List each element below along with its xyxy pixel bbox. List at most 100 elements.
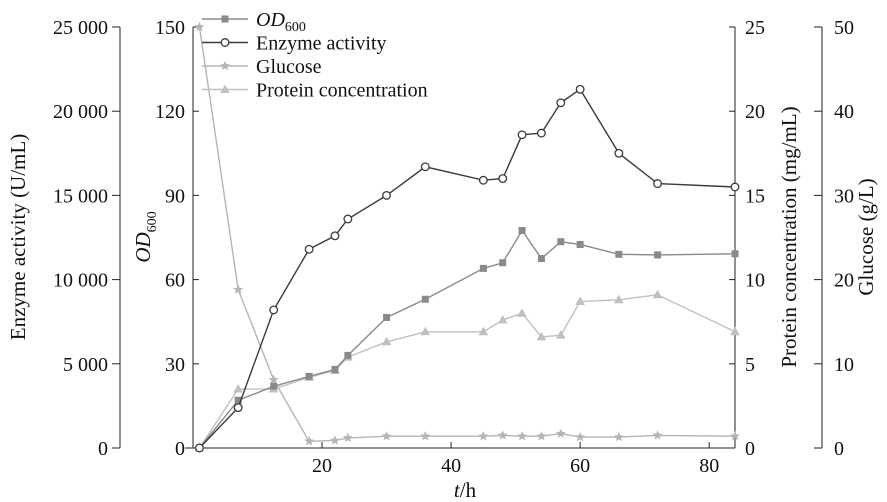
data-point-od600 <box>421 295 429 303</box>
data-point-od600 <box>557 238 565 246</box>
legend-entry-protein: Protein concentration <box>202 80 428 102</box>
glucose-tick-label: 40 <box>834 101 854 123</box>
data-point-enzyme <box>575 84 585 94</box>
glucose-tick-label: 30 <box>834 185 854 207</box>
data-point-glucose <box>536 431 547 441</box>
data-point-protein <box>536 331 547 341</box>
x-tick-label: 40 <box>441 455 461 477</box>
data-point-enzyme <box>233 403 243 413</box>
data-point-glucose <box>478 431 489 441</box>
series-protein <box>194 289 740 452</box>
legend-marker-glucose <box>220 60 230 71</box>
data-point-enzyme <box>478 175 488 185</box>
legend-entry-enzyme: Enzyme activity <box>202 33 387 55</box>
data-point-od600 <box>331 365 339 373</box>
data-point-glucose <box>555 428 566 438</box>
data-point-od600 <box>479 264 487 272</box>
legend-entry-od600: OD600 <box>202 9 306 35</box>
series-layer <box>194 21 740 453</box>
od-tick-label: 90 <box>165 185 185 207</box>
glucose-tick-label: 20 <box>834 270 854 292</box>
data-point-protein <box>478 326 489 336</box>
data-point-enzyme <box>420 162 430 172</box>
data-point-od600 <box>518 226 526 234</box>
od-tick-label: 120 <box>155 101 185 123</box>
protein-tick-label: 20 <box>745 101 765 123</box>
od-axis-title: OD600 <box>131 211 160 262</box>
data-point-od600 <box>615 250 623 258</box>
od-tick-label: 0 <box>175 438 185 460</box>
data-point-glucose <box>420 431 431 441</box>
x-tick-label: 60 <box>570 455 590 477</box>
series-line-od600 <box>198 229 736 449</box>
data-point-enzyme <box>614 148 624 158</box>
legend-marker-od600 <box>221 15 229 23</box>
data-point-protein <box>233 384 243 393</box>
protein-tick-label: 25 <box>745 17 765 39</box>
data-point-protein <box>652 289 663 299</box>
legend-label-glucose: Glucose <box>256 56 322 78</box>
data-point-glucose <box>381 431 392 441</box>
legend-marker-enzyme <box>220 38 230 47</box>
data-point-od600 <box>731 250 739 258</box>
data-point-protein <box>420 326 431 336</box>
data-point-enzyme <box>304 244 314 254</box>
data-point-enzyme <box>195 443 204 453</box>
series-od600 <box>195 226 739 452</box>
data-point-glucose <box>652 430 663 440</box>
protein-tick-label: 5 <box>745 354 755 376</box>
data-point-protein <box>497 315 508 324</box>
data-point-od600 <box>654 251 662 259</box>
protein-tick-label: 0 <box>745 438 755 460</box>
od-tick-label: 30 <box>165 354 185 376</box>
enzyme-tick-label: 20 000 <box>53 101 108 123</box>
x-tick-label: 20 <box>312 455 332 477</box>
glucose-axis-title: Glucose (g/L) <box>854 178 878 295</box>
data-point-protein <box>575 296 585 305</box>
glucose-tick-label: 10 <box>834 354 854 376</box>
data-point-od600 <box>344 351 352 359</box>
x-tick-label: 80 <box>699 455 719 477</box>
data-point-enzyme <box>330 231 340 241</box>
data-point-enzyme <box>653 179 663 189</box>
data-point-od600 <box>576 241 584 249</box>
glucose-tick-label: 0 <box>834 438 844 460</box>
data-point-enzyme <box>269 305 279 315</box>
x-axis-title: t/h <box>454 478 477 502</box>
data-point-glucose <box>517 431 528 441</box>
data-point-od600 <box>305 372 313 380</box>
protein-axis-title: Protein concentration (mg/mL) <box>777 106 801 367</box>
series-line-enzyme <box>198 88 736 449</box>
enzyme-tick-label: 0 <box>98 438 108 460</box>
legend-entry-glucose: Glucose <box>202 56 322 78</box>
data-point-protein <box>730 326 740 336</box>
data-point-glucose <box>575 431 586 442</box>
enzyme-tick-label: 10 000 <box>53 270 108 292</box>
data-point-enzyme <box>730 182 740 192</box>
data-point-protein <box>517 308 527 317</box>
data-point-glucose <box>330 435 340 445</box>
data-point-enzyme <box>556 98 566 108</box>
data-point-enzyme <box>536 128 546 138</box>
data-point-od600 <box>270 382 278 390</box>
series-enzyme <box>195 84 740 453</box>
legend-marker-protein <box>220 84 230 93</box>
data-point-glucose <box>342 432 353 443</box>
data-point-protein <box>555 330 566 339</box>
data-point-protein <box>614 294 624 304</box>
data-point-protein <box>381 336 392 346</box>
protein-tick-label: 15 <box>745 185 765 207</box>
enzyme-tick-label: 15 000 <box>53 185 108 207</box>
data-point-enzyme <box>498 174 508 184</box>
data-point-glucose <box>613 431 624 442</box>
series-line-protein <box>198 294 736 449</box>
data-point-glucose <box>233 284 244 294</box>
data-point-od600 <box>234 396 242 404</box>
data-point-enzyme <box>343 214 353 224</box>
legend-label-protein: Protein concentration <box>256 80 428 102</box>
data-point-glucose <box>730 431 740 441</box>
data-point-enzyme <box>517 130 527 140</box>
